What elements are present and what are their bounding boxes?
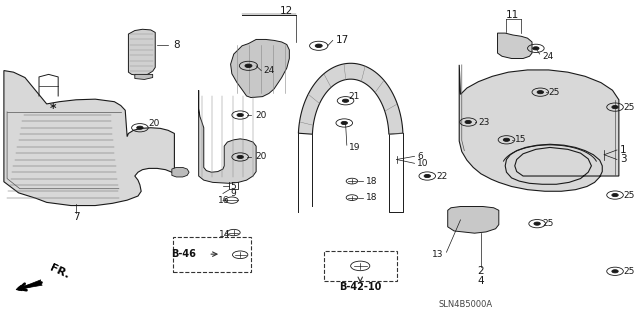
Text: 10: 10 [417, 159, 429, 168]
Polygon shape [497, 33, 532, 58]
Circle shape [424, 174, 431, 178]
Circle shape [465, 121, 471, 123]
Circle shape [341, 122, 348, 124]
Text: 7: 7 [73, 212, 79, 222]
Polygon shape [198, 90, 256, 183]
Text: 24: 24 [542, 52, 554, 61]
Circle shape [245, 64, 252, 68]
Text: 20: 20 [255, 111, 266, 120]
Polygon shape [4, 70, 174, 205]
Text: 19: 19 [349, 143, 360, 152]
Text: B-42-10: B-42-10 [339, 282, 381, 292]
Text: FR.: FR. [49, 263, 72, 281]
Text: 22: 22 [436, 172, 447, 181]
Circle shape [503, 138, 509, 141]
Text: 14: 14 [220, 230, 230, 239]
Text: 3: 3 [620, 154, 627, 165]
Text: 25: 25 [623, 103, 635, 112]
Text: 23: 23 [478, 117, 490, 127]
Polygon shape [129, 29, 156, 75]
Circle shape [612, 270, 618, 273]
Text: B-46: B-46 [172, 249, 196, 259]
Text: 15: 15 [515, 135, 526, 144]
Text: 11: 11 [506, 10, 520, 20]
Text: 5: 5 [230, 182, 236, 191]
Polygon shape [230, 40, 289, 98]
Text: 9: 9 [230, 189, 236, 198]
Text: 1: 1 [620, 145, 627, 155]
Text: SLN4B5000A: SLN4B5000A [438, 300, 493, 308]
Polygon shape [298, 63, 403, 134]
Circle shape [137, 126, 143, 129]
Text: 20: 20 [255, 152, 266, 161]
Text: 12: 12 [280, 6, 293, 16]
Text: 18: 18 [366, 193, 378, 202]
Text: 18: 18 [366, 177, 378, 186]
Text: 25: 25 [623, 190, 635, 200]
Circle shape [342, 99, 349, 102]
Text: 8: 8 [173, 40, 180, 49]
Text: 25: 25 [623, 267, 635, 276]
Text: 25: 25 [542, 219, 554, 228]
Circle shape [237, 114, 243, 117]
Circle shape [316, 44, 322, 48]
Text: 17: 17 [336, 35, 349, 45]
Circle shape [612, 194, 618, 197]
Polygon shape [135, 74, 153, 79]
Text: 13: 13 [433, 250, 444, 259]
Text: 2: 2 [477, 266, 484, 276]
Polygon shape [460, 65, 619, 191]
Circle shape [537, 91, 543, 94]
Circle shape [534, 222, 540, 225]
Text: 21: 21 [349, 92, 360, 101]
Polygon shape [172, 167, 189, 177]
Text: 20: 20 [149, 119, 160, 129]
Polygon shape [448, 206, 499, 233]
Circle shape [532, 47, 539, 50]
Text: 24: 24 [264, 66, 275, 75]
Text: 25: 25 [548, 88, 560, 97]
Text: 4: 4 [477, 276, 484, 286]
Text: 16: 16 [218, 196, 229, 205]
Text: *: * [50, 102, 56, 115]
Circle shape [237, 155, 243, 159]
Circle shape [612, 106, 618, 109]
Text: 6: 6 [417, 152, 423, 161]
